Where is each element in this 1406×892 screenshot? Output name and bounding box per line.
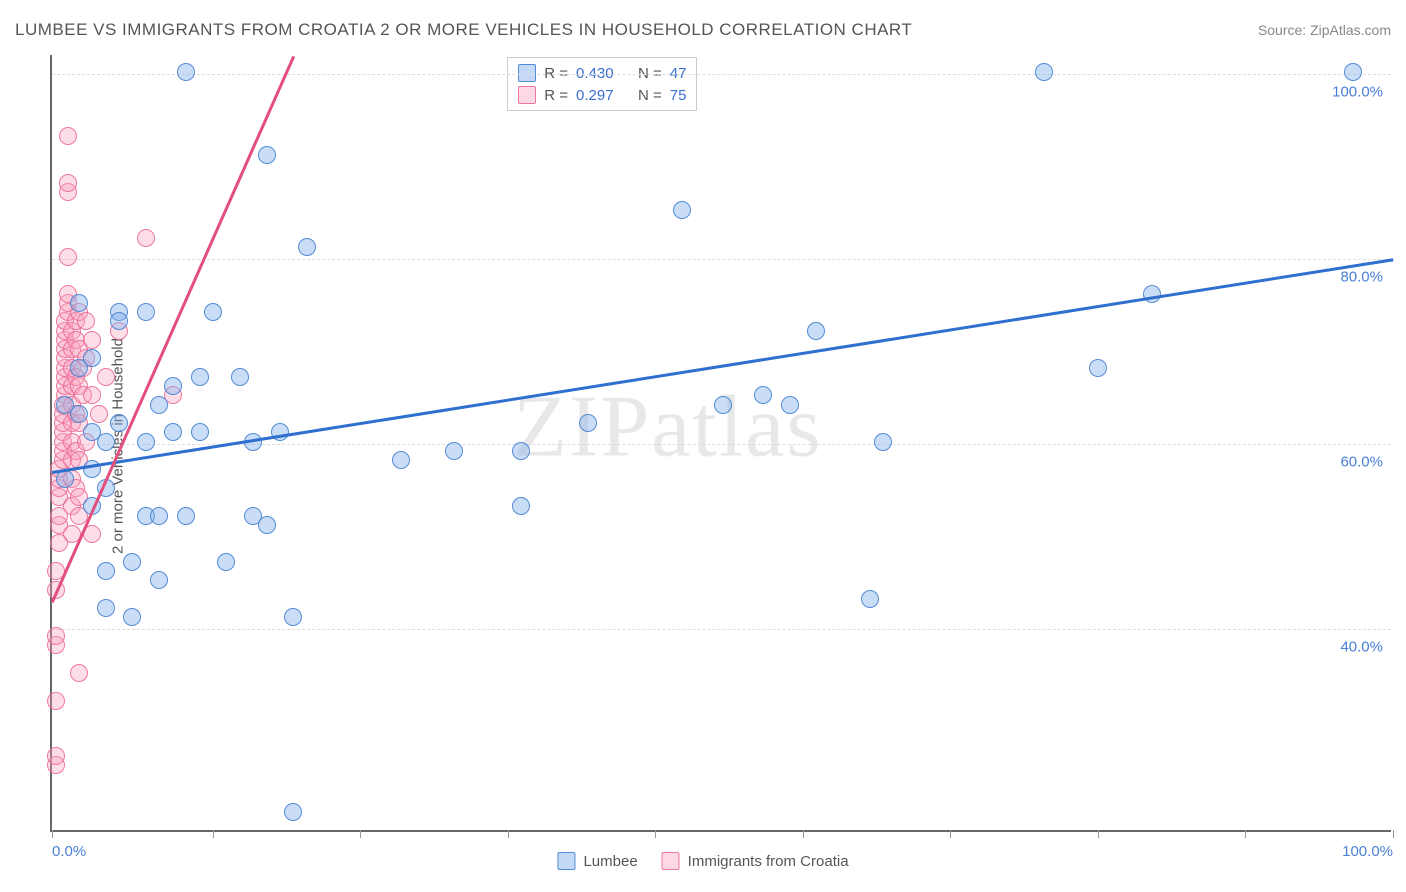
data-point-croatia bbox=[97, 368, 115, 386]
data-point-croatia bbox=[47, 692, 65, 710]
data-point-croatia bbox=[137, 229, 155, 247]
legend-swatch bbox=[662, 852, 680, 870]
gridline bbox=[52, 259, 1391, 260]
source-label: Source: ZipAtlas.com bbox=[1258, 22, 1391, 38]
data-point-lumbee bbox=[258, 146, 276, 164]
data-point-lumbee bbox=[673, 201, 691, 219]
y-tick-label: 80.0% bbox=[1340, 268, 1383, 285]
x-tick bbox=[803, 830, 804, 838]
data-point-lumbee bbox=[874, 433, 892, 451]
data-point-lumbee bbox=[271, 423, 289, 441]
x-tick-label: 100.0% bbox=[1342, 843, 1393, 860]
data-point-lumbee bbox=[110, 312, 128, 330]
data-point-lumbee bbox=[137, 303, 155, 321]
x-tick-label: 0.0% bbox=[52, 843, 86, 860]
x-tick bbox=[52, 830, 53, 838]
y-tick-label: 40.0% bbox=[1340, 638, 1383, 655]
data-point-croatia bbox=[70, 664, 88, 682]
data-point-lumbee bbox=[164, 377, 182, 395]
legend-label: Lumbee bbox=[583, 853, 637, 870]
data-point-lumbee bbox=[191, 423, 209, 441]
data-point-lumbee bbox=[177, 507, 195, 525]
data-point-lumbee bbox=[97, 562, 115, 580]
legend-item: Lumbee bbox=[557, 852, 637, 870]
data-point-lumbee bbox=[392, 451, 410, 469]
stats-row: R = 0.297 N = 75 bbox=[518, 84, 686, 106]
data-point-croatia bbox=[59, 174, 77, 192]
data-point-lumbee bbox=[110, 414, 128, 432]
data-point-croatia bbox=[83, 386, 101, 404]
data-point-lumbee bbox=[445, 442, 463, 460]
data-point-lumbee bbox=[177, 63, 195, 81]
data-point-lumbee bbox=[754, 386, 772, 404]
data-point-lumbee bbox=[1035, 63, 1053, 81]
data-point-lumbee bbox=[150, 571, 168, 589]
data-point-lumbee bbox=[137, 433, 155, 451]
data-point-lumbee bbox=[512, 497, 530, 515]
data-point-lumbee bbox=[70, 405, 88, 423]
data-point-lumbee bbox=[97, 433, 115, 451]
legend-swatch bbox=[518, 86, 536, 104]
data-point-lumbee bbox=[284, 803, 302, 821]
data-point-croatia bbox=[77, 312, 95, 330]
data-point-croatia bbox=[59, 248, 77, 266]
chart-title: LUMBEE VS IMMIGRANTS FROM CROATIA 2 OR M… bbox=[15, 20, 912, 40]
data-point-croatia bbox=[90, 405, 108, 423]
stats-legend: R =0.430N =47R =0.297N =75 bbox=[507, 57, 697, 111]
x-tick bbox=[508, 830, 509, 838]
regression-lumbee bbox=[52, 259, 1393, 474]
y-tick-label: 100.0% bbox=[1332, 83, 1383, 100]
data-point-lumbee bbox=[231, 368, 249, 386]
data-point-lumbee bbox=[164, 423, 182, 441]
data-point-lumbee bbox=[284, 608, 302, 626]
data-point-lumbee bbox=[204, 303, 222, 321]
data-point-croatia bbox=[47, 627, 65, 645]
x-tick bbox=[213, 830, 214, 838]
data-point-lumbee bbox=[781, 396, 799, 414]
data-point-lumbee bbox=[807, 322, 825, 340]
r-label: R = bbox=[544, 87, 568, 104]
data-point-lumbee bbox=[70, 294, 88, 312]
data-point-lumbee bbox=[217, 553, 235, 571]
data-point-lumbee bbox=[579, 414, 597, 432]
data-point-lumbee bbox=[97, 599, 115, 617]
x-tick bbox=[950, 830, 951, 838]
data-point-lumbee bbox=[150, 396, 168, 414]
legend-item: Immigrants from Croatia bbox=[662, 852, 849, 870]
data-point-lumbee bbox=[258, 516, 276, 534]
gridline bbox=[52, 74, 1391, 75]
data-point-croatia bbox=[59, 127, 77, 145]
x-tick bbox=[1393, 830, 1394, 838]
legend-swatch bbox=[557, 852, 575, 870]
plot-area: ZIPatlas R =0.430N =47R =0.297N =75 40.0… bbox=[50, 55, 1391, 832]
x-tick bbox=[1245, 830, 1246, 838]
data-point-lumbee bbox=[1344, 63, 1362, 81]
x-tick bbox=[655, 830, 656, 838]
y-tick-label: 60.0% bbox=[1340, 453, 1383, 470]
data-point-lumbee bbox=[83, 349, 101, 367]
chart-header: LUMBEE VS IMMIGRANTS FROM CROATIA 2 OR M… bbox=[15, 20, 1391, 40]
data-point-lumbee bbox=[714, 396, 732, 414]
data-point-croatia bbox=[47, 747, 65, 765]
legend-label: Immigrants from Croatia bbox=[688, 853, 849, 870]
bottom-legend: Lumbee Immigrants from Croatia bbox=[557, 852, 848, 870]
data-point-lumbee bbox=[298, 238, 316, 256]
x-tick bbox=[360, 830, 361, 838]
data-point-croatia bbox=[83, 331, 101, 349]
data-point-lumbee bbox=[150, 507, 168, 525]
data-point-lumbee bbox=[861, 590, 879, 608]
data-point-lumbee bbox=[123, 608, 141, 626]
data-point-lumbee bbox=[1089, 359, 1107, 377]
n-value: 75 bbox=[670, 87, 687, 104]
r-value: 0.297 bbox=[576, 87, 630, 104]
x-tick bbox=[1098, 830, 1099, 838]
data-point-lumbee bbox=[191, 368, 209, 386]
data-point-lumbee bbox=[512, 442, 530, 460]
data-point-lumbee bbox=[123, 553, 141, 571]
gridline bbox=[52, 629, 1391, 630]
n-label: N = bbox=[638, 87, 662, 104]
